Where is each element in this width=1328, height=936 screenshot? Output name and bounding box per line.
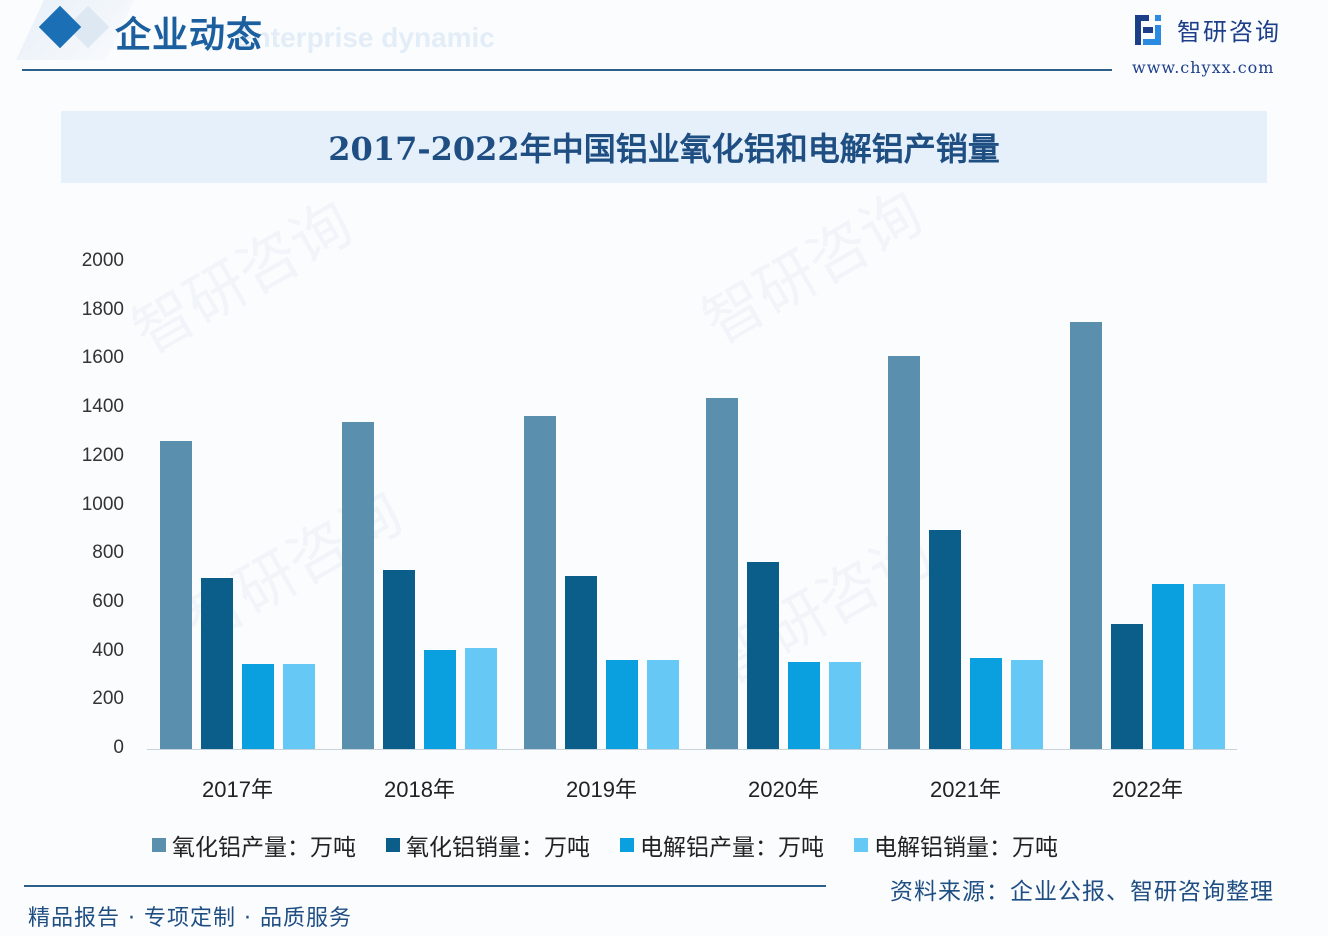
x-axis-line: [147, 749, 1237, 750]
bar: [160, 440, 192, 749]
bar: [706, 398, 738, 749]
header-title: 企业动态: [115, 14, 264, 56]
y-tick-label: 1400: [81, 396, 124, 418]
legend: 氧化铝产量：万吨 氧化铝销量：万吨 电解铝产量：万吨 电解铝销量：万吨: [152, 828, 1058, 862]
x-tick-label: 2017年: [202, 777, 273, 802]
legend-label: 电解铝产量：万吨: [640, 835, 824, 861]
bar: [970, 657, 1002, 749]
watermark: 智研咨询: [121, 187, 365, 369]
brand-name: 智研咨询: [1177, 18, 1281, 46]
legend-label: 氧化铝产量：万吨: [172, 835, 356, 861]
legend-item: 氧化铝销量：万吨: [386, 828, 590, 862]
bar: [565, 575, 597, 749]
chart-title-banner: 2017-2022年中国铝业氧化铝和电解铝产销量: [61, 111, 1267, 183]
bar: [1152, 583, 1184, 749]
legend-label: 电解铝销量：万吨: [874, 835, 1058, 861]
bar: [383, 570, 415, 749]
bar: [342, 421, 374, 749]
bar: [242, 664, 274, 749]
y-tick-label: 800: [92, 542, 124, 564]
y-tick-label: 600: [92, 590, 124, 612]
source-note: 资料来源：企业公报、智研咨询整理: [890, 879, 1274, 905]
bar: [788, 662, 820, 749]
bar: [1070, 321, 1102, 749]
x-tick-label: 2022年: [1112, 777, 1183, 802]
bar: [747, 561, 779, 749]
bar: [829, 662, 861, 749]
legend-item: 电解铝产量：万吨: [620, 828, 824, 862]
legend-swatch-icon: [152, 838, 166, 852]
y-tick-label: 1000: [81, 493, 124, 515]
legend-swatch-icon: [386, 838, 400, 852]
footer-divider: [24, 885, 826, 887]
brand: 智研咨询: [1135, 12, 1281, 47]
bar: [606, 659, 638, 749]
x-tick-label: 2019年: [566, 777, 637, 802]
y-tick-label: 1200: [81, 444, 124, 466]
y-tick-label: 1600: [81, 347, 124, 369]
legend-label: 氧化铝销量：万吨: [406, 835, 590, 861]
y-tick-label: 0: [113, 737, 124, 758]
bar: [465, 647, 497, 749]
bar: [424, 649, 456, 749]
brand-url: www.chyxx.com: [1132, 58, 1275, 77]
brand-logo-icon: [1135, 14, 1167, 45]
bar: [1193, 583, 1225, 749]
watermark: 智研咨询: [691, 177, 935, 359]
bar: [888, 355, 920, 749]
legend-swatch-icon: [620, 838, 634, 852]
y-tick-label: 400: [92, 639, 124, 661]
y-tick-label: 200: [92, 688, 124, 710]
bar: [647, 659, 679, 749]
header-divider: [22, 69, 1112, 71]
bar: [283, 664, 315, 749]
bar: [201, 578, 233, 749]
bar: [524, 416, 556, 749]
legend-swatch-icon: [854, 838, 868, 852]
y-tick-label: 1800: [81, 298, 124, 320]
x-tick-label: 2018年: [384, 777, 455, 802]
bar: [1011, 659, 1043, 749]
legend-item: 电解铝销量：万吨: [854, 828, 1058, 862]
footer-slogan: 精品报告 · 专项定制 · 品质服务: [28, 906, 352, 931]
x-tick-label: 2021年: [930, 777, 1001, 802]
x-tick-label: 2020年: [748, 777, 819, 802]
legend-item: 氧化铝产量：万吨: [152, 828, 356, 862]
bar: [929, 530, 961, 749]
bar: [1111, 624, 1143, 749]
y-tick-label: 2000: [81, 250, 124, 271]
chart-title: 2017-2022年中国铝业氧化铝和电解铝产销量: [328, 130, 1000, 168]
header-subtitle: Enterprise dynamic: [235, 22, 495, 53]
